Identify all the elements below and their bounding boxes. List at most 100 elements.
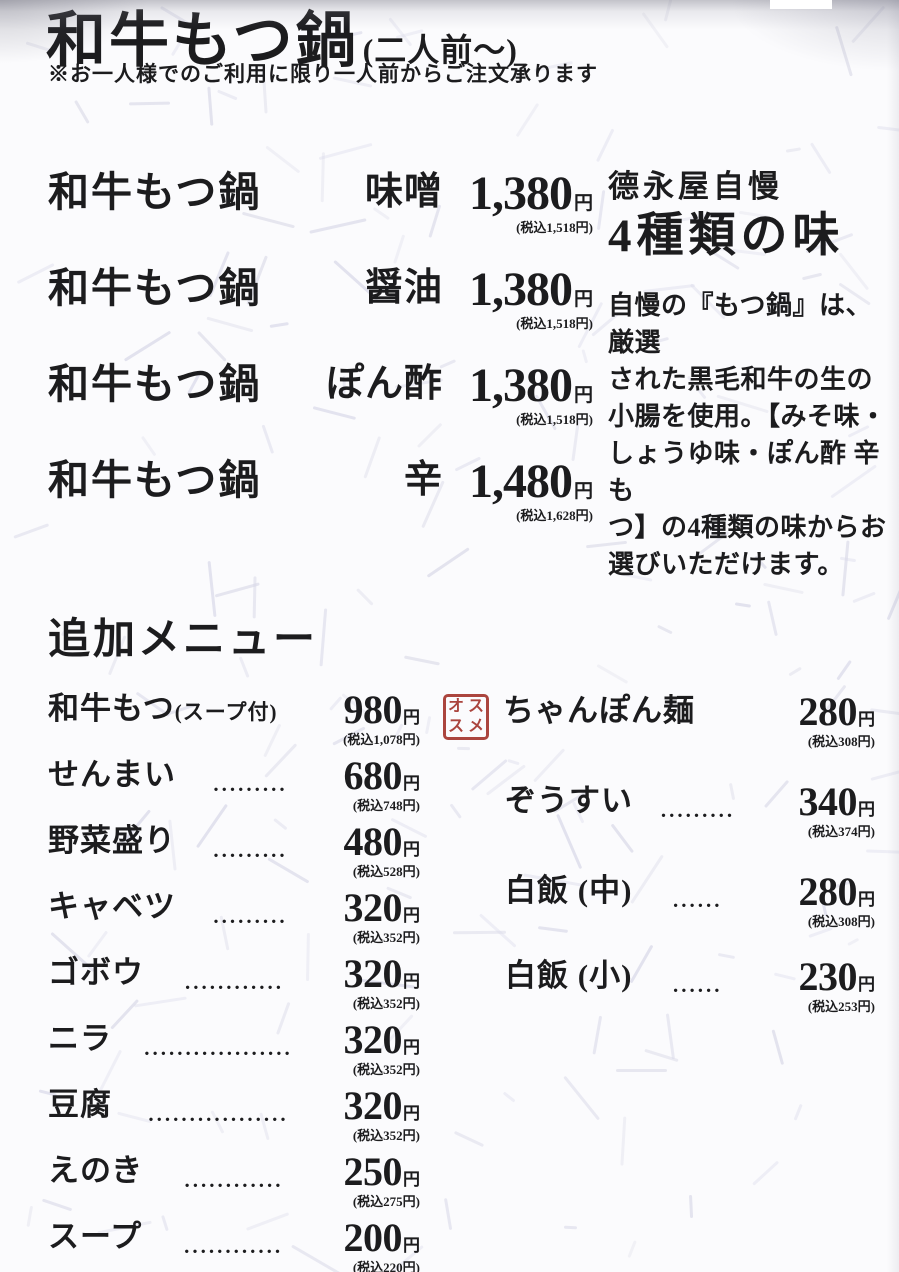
menu-item: 和牛もつ(スープ付) 980円 (税込1,078円) [48, 690, 420, 756]
item-price: 280 [799, 869, 858, 914]
item-price: 480 [344, 819, 403, 864]
item-name: 野菜盛り [48, 822, 176, 861]
item-price-block: 230円 (税込253円) [763, 957, 875, 1013]
item-name: 和牛もつ鍋 [48, 362, 303, 407]
item-name: せんまい [48, 756, 176, 795]
item-name: えのき [48, 1152, 143, 1191]
additional-menu-left-column: 和牛もつ(スープ付) 980円 (税込1,078円) せんまい ........… [48, 690, 420, 1272]
additional-menu-right-column: オ ス ス メ ちゃんぽん麺 280円 (税込308円) ぞうすい ......… [443, 692, 875, 1013]
yen-unit: 円 [403, 840, 420, 859]
yen-unit: 円 [574, 289, 593, 310]
item-name: 和牛もつ鍋 [48, 266, 303, 311]
item-price-block: 320円 (税込352円) [325, 1086, 420, 1142]
right-edge-shadow [887, 0, 899, 1272]
item-tax-price: (税込352円) [325, 1063, 420, 1076]
main-menu-row: 和牛もつ鍋 辛 1,480 円 (税込1,628円) [48, 458, 593, 554]
yen-unit: 円 [403, 774, 420, 793]
item-tax-price: (税込220円) [325, 1261, 420, 1272]
dots-leader: ............ [142, 1236, 325, 1257]
item-name: ぞうすい [505, 782, 633, 821]
yen-unit: 円 [403, 708, 420, 727]
item-tax-price: (税込1,628円) [443, 509, 593, 522]
item-tax-price: (税込1,078円) [325, 733, 420, 746]
menu-item: せんまい ......... 680円 (税込748円) [48, 756, 420, 822]
item-price: 980 [344, 687, 403, 732]
item-price-block: 980円 (税込1,078円) [325, 690, 420, 746]
dots-leader: ............ [143, 1170, 325, 1191]
item-price: 320 [344, 1017, 403, 1062]
item-name: 白飯 (小) [505, 957, 632, 996]
item-name: 和牛もつ(スープ付) [48, 690, 278, 729]
item-tax-price: (税込528円) [325, 865, 420, 878]
item-name: キャベツ [48, 888, 176, 927]
item-name-suffix: (スープ付) [175, 700, 278, 724]
item-tax-price: (税込1,518円) [443, 413, 593, 426]
item-tax-price: (税込352円) [325, 1129, 420, 1142]
item-tax-price: (税込253円) [763, 1000, 875, 1013]
menu-item: スープ ............ 200円 (税込220円) [48, 1218, 420, 1272]
item-tax-price: (税込374円) [763, 825, 875, 838]
menu-item: ぞうすい ......... 340円 (税込374円) [443, 782, 875, 872]
item-tax-price: (税込1,518円) [443, 317, 593, 330]
item-tax-price: (税込308円) [763, 735, 875, 748]
item-name: 白飯 (中) [505, 872, 632, 911]
item-name: ちゃんぽん麺 [503, 692, 695, 731]
item-price: 200 [344, 1215, 403, 1260]
item-tax-price: (税込1,518円) [443, 221, 593, 234]
dots-leader: ...... [632, 975, 763, 996]
promo-heading-small: 德永屋自慢 [608, 168, 898, 205]
promo-panel: 德永屋自慢 4種類の味 自慢の『もつ鍋』は、厳選 された黒毛和牛の生の 小腸を使… [608, 168, 898, 583]
menu-page: 和牛もつ鍋 (二人前〜) ※お一人様でのご利用に限り一人前からご注文承ります 和… [0, 0, 899, 1272]
item-tax-price: (税込275円) [325, 1195, 420, 1208]
item-price-block: 320円 (税込352円) [325, 888, 420, 944]
menu-item: 白飯 (小) ...... 230円 (税込253円) [443, 957, 875, 1013]
item-flavor: 味噌 [303, 170, 443, 216]
yen-unit: 円 [858, 890, 875, 909]
item-tax-price: (税込352円) [325, 997, 420, 1010]
yen-unit: 円 [574, 385, 593, 406]
yen-unit: 円 [858, 800, 875, 819]
dots-leader: ......... [176, 774, 325, 795]
item-name: ゴボウ [48, 954, 144, 993]
menu-item: オ ス ス メ ちゃんぽん麺 280円 (税込308円) [443, 692, 875, 782]
item-price-block: 320円 (税込352円) [325, 954, 420, 1010]
item-name: ニラ [48, 1020, 112, 1059]
item-flavor: 辛 [303, 458, 443, 504]
item-tax-price: (税込308円) [763, 915, 875, 928]
item-name: 和牛もつ鍋 [48, 458, 303, 503]
item-price: 250 [344, 1149, 403, 1194]
item-price: 320 [344, 951, 403, 996]
menu-item: ニラ .................. 320円 (税込352円) [48, 1020, 420, 1086]
item-price: 320 [344, 1083, 403, 1128]
yen-unit: 円 [858, 975, 875, 994]
item-price: 280 [799, 689, 858, 734]
item-price-block: 280円 (税込308円) [763, 872, 875, 928]
item-price-block: 1,380 円 (税込1,518円) [443, 170, 593, 234]
item-price-block: 1,480 円 (税込1,628円) [443, 458, 593, 522]
menu-item: 白飯 (中) ...... 280円 (税込308円) [443, 872, 875, 957]
yen-unit: 円 [403, 1170, 420, 1189]
item-price: 1,380 [469, 359, 572, 412]
item-price-block: 340円 (税込374円) [763, 782, 875, 838]
promo-heading-large: 4種類の味 [608, 209, 898, 263]
top-right-shadow [729, 0, 899, 72]
item-price-block: 200円 (税込220円) [325, 1218, 420, 1272]
top-left-shadow [0, 0, 150, 64]
item-price: 340 [799, 779, 858, 824]
menu-item: えのき ............ 250円 (税込275円) [48, 1152, 420, 1218]
menu-item: キャベツ ......... 320円 (税込352円) [48, 888, 420, 954]
item-price: 320 [344, 885, 403, 930]
main-menu-row: 和牛もつ鍋 味噌 1,380 円 (税込1,518円) [48, 170, 593, 266]
item-flavor: ぽん酢 [303, 362, 443, 408]
menu-item: ゴボウ ............ 320円 (税込352円) [48, 954, 420, 1020]
item-tax-price: (税込352円) [325, 931, 420, 944]
menu-item: 野菜盛り ......... 480円 (税込528円) [48, 822, 420, 888]
item-flavor: 醤油 [303, 266, 443, 312]
item-name: 豆腐 [48, 1086, 112, 1125]
yen-unit: 円 [403, 972, 420, 991]
menu-item: 豆腐 ................. 320円 (税込352円) [48, 1086, 420, 1152]
dots-leader: ................. [112, 1104, 325, 1125]
item-price: 1,480 [469, 455, 572, 508]
yen-unit: 円 [574, 481, 593, 502]
yen-unit: 円 [403, 1104, 420, 1123]
